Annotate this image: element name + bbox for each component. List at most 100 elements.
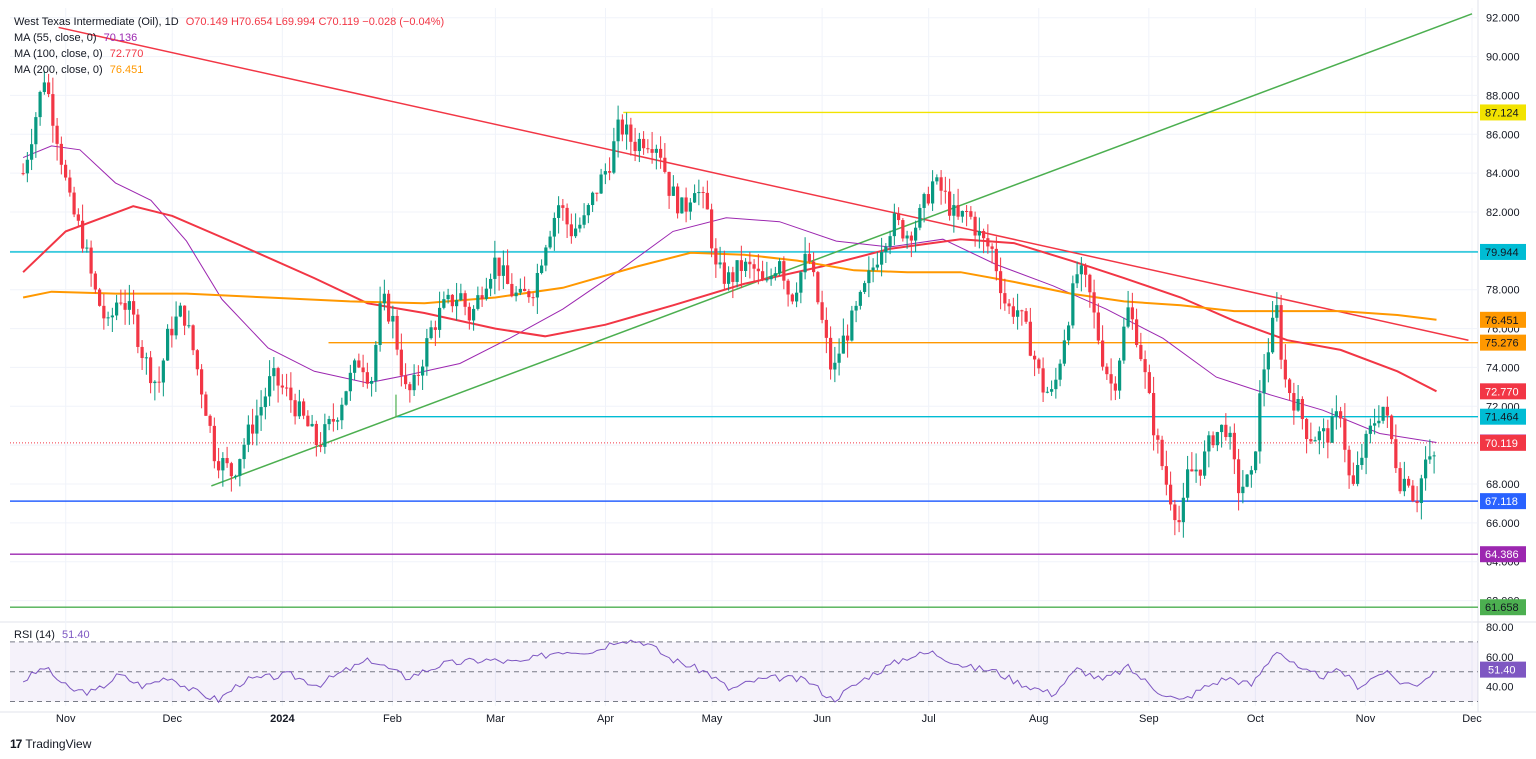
- y-tick-label: 84.000: [1486, 168, 1520, 180]
- candle-body: [722, 262, 726, 284]
- candle-body: [480, 295, 484, 299]
- price-label: 71.464: [1485, 412, 1519, 424]
- candle-body: [608, 171, 612, 173]
- candle-body: [578, 224, 582, 229]
- candle-body: [1220, 424, 1224, 433]
- candle-body: [1211, 435, 1215, 446]
- candle-body: [1113, 383, 1117, 391]
- candle-body: [820, 302, 824, 320]
- candle-body: [255, 415, 259, 434]
- price-label: 76.451: [1485, 315, 1519, 327]
- candle-body: [1092, 292, 1096, 313]
- candle-body: [489, 278, 493, 289]
- candle-body: [268, 376, 272, 397]
- candle-body: [1194, 469, 1198, 472]
- candle-body: [897, 213, 901, 221]
- candle-body: [637, 138, 641, 152]
- candle-body: [38, 91, 42, 118]
- price-label-bg: [1480, 408, 1526, 425]
- candle-body: [901, 220, 905, 239]
- ma100-value: 72.770: [109, 48, 144, 60]
- candle-body: [408, 384, 412, 391]
- candle-body: [1143, 359, 1147, 373]
- candle-body: [1164, 466, 1168, 485]
- candle-body: [221, 458, 225, 471]
- candle-body: [663, 157, 667, 172]
- candle-body: [676, 186, 680, 214]
- price-label: 70.119: [1485, 438, 1518, 450]
- candle-body: [98, 289, 102, 306]
- candle-body: [535, 273, 539, 298]
- candle-body: [72, 192, 76, 215]
- y-tick-label: 82.000: [1486, 207, 1520, 219]
- candle-body: [1071, 283, 1075, 326]
- candle-body: [926, 194, 930, 204]
- candle-body: [1028, 321, 1032, 356]
- candle-body: [467, 306, 471, 321]
- candle-body: [807, 253, 811, 262]
- candle-body: [1237, 459, 1241, 494]
- chart-legend: West Texas Intermediate (Oil), 1D O70.14…: [14, 14, 444, 78]
- y-tick-label: 74.000: [1486, 362, 1520, 374]
- candle-body: [790, 294, 794, 302]
- candle-body: [1296, 399, 1300, 411]
- candle-body: [531, 297, 535, 299]
- legend-ma200-row: MA (200, close, 0) 76.451: [14, 62, 444, 78]
- candle-body: [340, 404, 344, 421]
- candle-body: [1135, 319, 1139, 345]
- tradingview-logo: 17: [10, 737, 22, 751]
- candle-body: [1084, 265, 1088, 275]
- rsi-tick-label: 60.00: [1486, 652, 1514, 664]
- candle-body: [510, 283, 514, 297]
- candle-body: [229, 463, 233, 477]
- candle-body: [1067, 325, 1071, 341]
- candle-body: [365, 372, 369, 384]
- candle-body: [404, 375, 408, 385]
- y-tick-label: 86.000: [1486, 129, 1520, 141]
- candle-body: [943, 190, 947, 192]
- ma100-label: MA (100, close, 0): [14, 48, 103, 60]
- candle-body: [799, 272, 803, 293]
- candle-body: [565, 207, 569, 225]
- candle-body: [285, 387, 289, 389]
- price-label: 75.276: [1485, 338, 1519, 350]
- horizontal-levels: [10, 111, 1478, 608]
- candle-body: [501, 265, 505, 276]
- rsi-legend: RSI (14) 51.40: [14, 629, 90, 641]
- candle-body: [336, 420, 340, 422]
- ma-line: [22, 145, 1437, 443]
- candle-body: [518, 288, 522, 293]
- candle-body: [1020, 310, 1024, 312]
- candle-body: [625, 124, 629, 135]
- candle-body: [1054, 379, 1058, 390]
- candle-body: [973, 216, 977, 236]
- price-label: 87.124: [1485, 107, 1519, 119]
- candle-body: [412, 374, 416, 391]
- candle-body: [136, 314, 140, 347]
- candle-body: [416, 374, 420, 376]
- candle-body: [642, 138, 646, 149]
- x-tick-label: Jul: [922, 713, 936, 725]
- candle-body: [1330, 416, 1334, 443]
- tradingview-brand[interactable]: 17 TradingView: [10, 737, 91, 751]
- candle-body: [846, 335, 850, 341]
- x-tick-label: Mar: [486, 713, 505, 725]
- candle-body: [293, 400, 297, 417]
- candle-body: [969, 211, 973, 217]
- x-tick-label: Apr: [597, 713, 614, 725]
- candle-body: [841, 335, 845, 354]
- candle-body: [1343, 418, 1347, 450]
- candle-body: [544, 247, 548, 266]
- candle-body: [786, 280, 790, 295]
- y-tick-label: 92.000: [1486, 13, 1520, 25]
- candle-body: [1398, 468, 1402, 492]
- price-labels: 87.124 79.944 76.451 75.276 72.770 71.464 70.1…: [1480, 104, 1526, 678]
- candle-body: [773, 273, 777, 277]
- candle-body: [829, 337, 833, 370]
- candle-body: [918, 207, 922, 228]
- candle-body: [263, 396, 267, 408]
- candle-body: [1407, 478, 1411, 486]
- candle-body: [1271, 317, 1275, 353]
- candle-body: [948, 191, 952, 216]
